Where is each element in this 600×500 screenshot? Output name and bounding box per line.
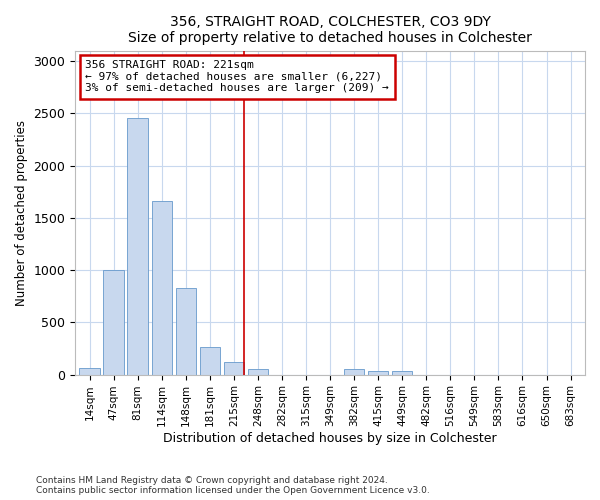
X-axis label: Distribution of detached houses by size in Colchester: Distribution of detached houses by size … [163,432,497,445]
Y-axis label: Number of detached properties: Number of detached properties [15,120,28,306]
Title: 356, STRAIGHT ROAD, COLCHESTER, CO3 9DY
Size of property relative to detached ho: 356, STRAIGHT ROAD, COLCHESTER, CO3 9DY … [128,15,532,45]
Bar [200,347,220,374]
Bar [248,370,268,374]
Bar [344,370,364,374]
Bar [103,270,124,374]
Bar [127,118,148,374]
Bar [224,362,244,374]
Bar [79,368,100,374]
Bar [152,201,172,374]
Bar [176,288,196,374]
Bar [368,372,388,374]
Text: Contains HM Land Registry data © Crown copyright and database right 2024.
Contai: Contains HM Land Registry data © Crown c… [36,476,430,495]
Text: 356 STRAIGHT ROAD: 221sqm
← 97% of detached houses are smaller (6,227)
3% of sem: 356 STRAIGHT ROAD: 221sqm ← 97% of detac… [85,60,389,94]
Bar [392,372,412,374]
